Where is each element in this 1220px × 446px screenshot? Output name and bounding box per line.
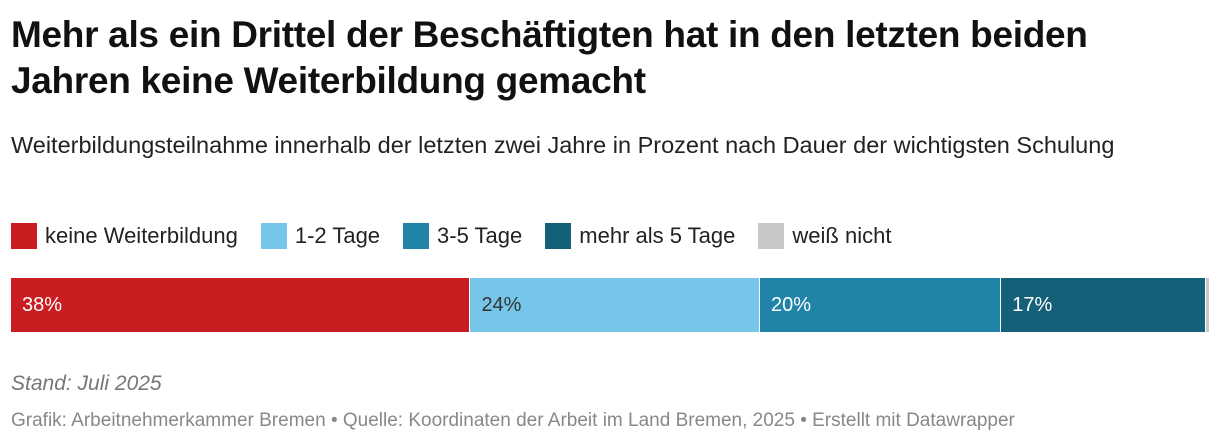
stacked-bar: 38% 24% 20% 17% [11,278,1209,332]
data-label: 38% [22,294,63,316]
chart-title: Mehr als ein Drittel der Beschäftigten h… [11,14,1088,101]
data-label: 24% [481,294,522,316]
bar-segment: 20% [758,278,1001,332]
legend-item: 1-2 Tage [260,223,381,249]
date-note: Stand: Juli 2025 [11,372,162,395]
bar-segment: 17% [1000,278,1206,332]
legend-label: 3-5 Tage [437,223,523,248]
data-label: 20% [770,294,812,316]
legend-swatch [260,223,287,249]
bar-segment: 24% [469,278,759,332]
legend-label: weiß nicht [792,223,892,248]
legend-label: 1-2 Tage [294,223,381,248]
legend-item: keine Weiterbildung [11,223,238,249]
legend-item: 3-5 Tage [403,223,522,249]
legend-swatch [403,223,430,249]
data-label: 17% [1012,294,1053,316]
chart-subtitle: Weiterbildungsteilnahme innerhalb der le… [11,132,1115,158]
legend: keine Weiterbildung 1-2 Tage 3-5 Tage mehr … [11,222,914,250]
legend-label: keine Weiterbildung [45,223,238,248]
bar-segment: 38% [11,278,470,332]
legend-swatch [11,223,37,249]
source-note: Grafik: Arbeitnehmerkammer Bremen • Quel… [11,410,1015,431]
legend-label: mehr als 5 Tage [579,223,736,248]
legend-swatch [758,223,785,249]
legend-swatch [545,223,572,249]
legend-item: mehr als 5 Tage [545,223,735,249]
legend-item: weiß nicht [758,223,891,249]
bar-segment [1205,278,1209,332]
